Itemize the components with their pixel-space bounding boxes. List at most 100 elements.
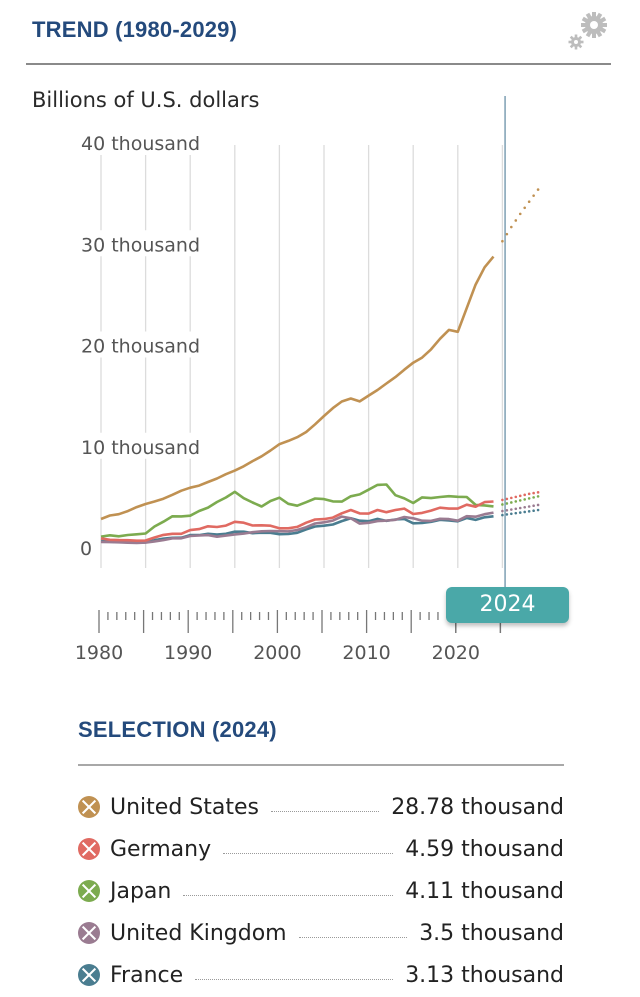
- projection-dots: [501, 188, 540, 517]
- y-tick-bg: [76, 331, 216, 358]
- projection-point: [527, 497, 531, 500]
- projection-point: [514, 511, 518, 515]
- projection-point: [523, 510, 526, 514]
- legend-item[interactable]: United Kingdom 3.5 thousand: [78, 912, 564, 954]
- x-tick-label: 1980: [75, 642, 123, 664]
- remove-country-icon[interactable]: [78, 838, 100, 860]
- x-tick-label: 2010: [342, 642, 390, 664]
- projection-point: [505, 497, 509, 501]
- country-value: 3.13 thousand: [405, 962, 564, 988]
- projection-point: [505, 232, 509, 236]
- projection-point: [527, 492, 531, 496]
- x-tick-label: 2020: [432, 642, 480, 664]
- projection-point: [536, 188, 540, 191]
- projection-point: [532, 194, 535, 197]
- selection-legend: United States 28.78 thousand Germany 4.5…: [78, 786, 564, 996]
- remove-country-icon[interactable]: [78, 796, 100, 818]
- trend-title: TREND (1980-2029): [32, 17, 238, 42]
- projection-point: [523, 206, 526, 210]
- projection-point: [532, 509, 535, 512]
- leader-dots: [270, 810, 380, 812]
- series-line[interactable]: [100, 500, 494, 543]
- country-value: 28.78 thousand: [391, 794, 564, 820]
- country-name: Japan: [110, 878, 172, 904]
- projection-point: [505, 513, 509, 516]
- y-tick-label: 20 thousand: [81, 336, 200, 358]
- projection-point: [510, 508, 513, 511]
- legend-item[interactable]: Japan 4.11 thousand: [78, 870, 564, 912]
- series-line[interactable]: [100, 511, 494, 545]
- y-tick-label: 0: [80, 538, 92, 560]
- selection-title: SELECTION (2024): [78, 717, 277, 742]
- projection-point: [514, 507, 518, 511]
- projection-point: [510, 225, 513, 229]
- projection-point: [505, 508, 509, 512]
- remove-country-icon[interactable]: [78, 880, 100, 902]
- y-tick-bg: [76, 534, 96, 560]
- leader-dots: [298, 936, 408, 938]
- projection-point: [510, 496, 513, 500]
- projection-point: [501, 503, 504, 506]
- projection-point: [532, 496, 535, 499]
- projection-point: [501, 513, 504, 517]
- trend-divider: [26, 63, 611, 65]
- country-value: 4.59 thousand: [405, 836, 564, 862]
- x-tick-label: 1990: [164, 642, 212, 664]
- remove-country-icon[interactable]: [78, 922, 100, 944]
- projection-point: [523, 498, 526, 501]
- series-line[interactable]: [100, 483, 494, 538]
- projection-point: [536, 503, 540, 507]
- y-tick-bg: [76, 230, 216, 257]
- projection-point: [514, 495, 518, 499]
- projection-point: [527, 510, 531, 513]
- country-name: United Kingdom: [110, 920, 287, 946]
- projection-point: [501, 509, 504, 513]
- country-value: 4.11 thousand: [405, 878, 564, 904]
- x-tick-label: 2000: [253, 642, 301, 664]
- legend-item[interactable]: Germany 4.59 thousand: [78, 828, 564, 870]
- y-tick-labels: 0 10 thousand 20 thousand 30 thousand 40 tho…: [76, 129, 216, 560]
- y-tick-label: 30 thousand: [81, 234, 200, 256]
- selected-year-handle[interactable]: 2024: [446, 587, 569, 623]
- legend-item[interactable]: United States 28.78 thousand: [78, 786, 564, 828]
- projection-point: [536, 491, 540, 494]
- projection-point: [518, 212, 522, 216]
- projection-point: [518, 511, 522, 514]
- projection-point: [510, 501, 513, 504]
- projection-point: [518, 499, 522, 502]
- y-tick-bg: [76, 432, 216, 459]
- projection-point: [532, 504, 535, 508]
- y-tick-bg: [76, 129, 216, 155]
- projection-point: [523, 493, 526, 497]
- y-tick-label: 10 thousand: [81, 437, 200, 459]
- projection-point: [514, 500, 518, 503]
- projection-point: [501, 498, 504, 502]
- projection-point: [501, 239, 504, 243]
- country-name: Germany: [110, 836, 212, 862]
- remove-country-icon[interactable]: [78, 964, 100, 986]
- y-axis-label: Billions of U.S. dollars: [32, 88, 260, 112]
- leader-dots: [183, 894, 394, 896]
- projection-point: [518, 494, 522, 498]
- series-lines: [100, 255, 495, 545]
- gear-icon[interactable]: [566, 10, 610, 54]
- series-line[interactable]: [100, 255, 495, 521]
- trend-chart[interactable]: 0 10 thousand 20 thousand 30 thousand 40 tho…: [0, 0, 640, 700]
- x-axis-ruler: 1980 1990 2000 2010 2020: [75, 610, 502, 664]
- projection-point: [536, 508, 540, 512]
- projection-point: [518, 506, 522, 510]
- projection-point: [523, 505, 526, 509]
- y-tick-label: 40 thousand: [81, 133, 200, 155]
- projection-point: [527, 200, 531, 204]
- leader-dots: [223, 852, 394, 854]
- projection-point: [510, 512, 513, 516]
- country-value: 3.5 thousand: [419, 920, 564, 946]
- projection-point: [527, 505, 531, 508]
- leader-dots: [195, 978, 394, 980]
- projection-point: [536, 495, 540, 498]
- projection-point: [505, 502, 509, 505]
- projection-point: [532, 491, 535, 495]
- legend-item[interactable]: France 3.13 thousand: [78, 954, 564, 996]
- country-name: United States: [110, 794, 259, 820]
- country-name: France: [110, 962, 184, 988]
